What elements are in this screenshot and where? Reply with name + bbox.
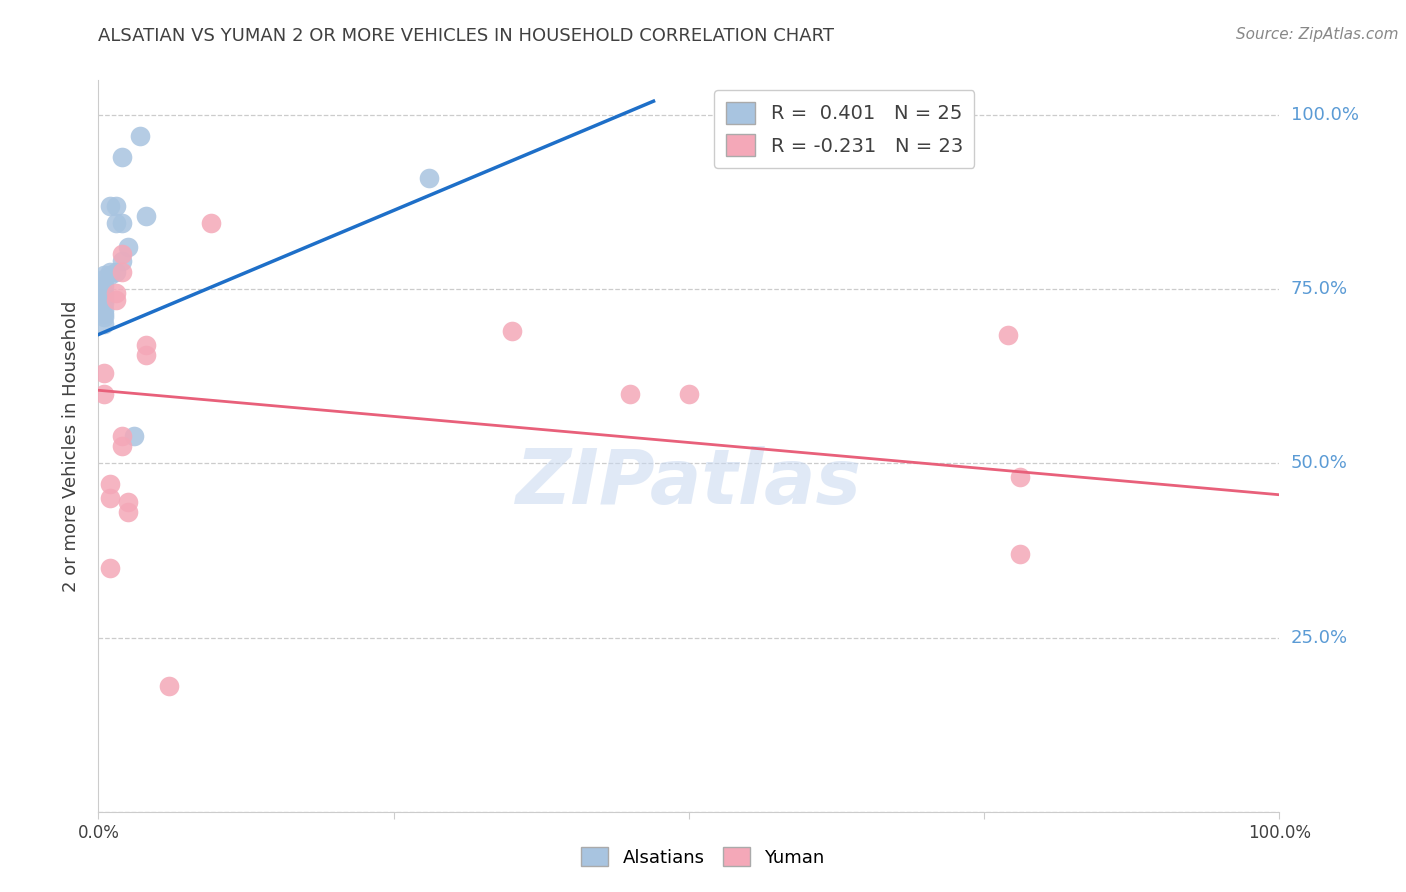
Point: [111, 150, 134, 164]
Point: [1008, 470, 1031, 484]
Point: [619, 386, 641, 401]
Point: [997, 327, 1019, 342]
Point: [93, 310, 115, 325]
Legend: Alsatians, Yuman: Alsatians, Yuman: [574, 840, 832, 874]
Point: [111, 247, 134, 261]
Text: ZIPatlas: ZIPatlas: [516, 446, 862, 519]
Point: [93, 285, 115, 300]
Point: [678, 386, 700, 401]
Text: Source: ZipAtlas.com: Source: ZipAtlas.com: [1236, 27, 1399, 42]
Point: [111, 254, 134, 268]
Point: [93, 272, 115, 286]
Point: [111, 439, 134, 453]
Point: [157, 679, 180, 693]
Point: [105, 199, 128, 213]
Point: [117, 494, 139, 508]
Point: [122, 428, 145, 442]
Point: [105, 216, 128, 230]
Point: [111, 265, 134, 279]
Point: [1008, 547, 1031, 561]
Point: [93, 278, 115, 293]
Point: [135, 348, 157, 362]
Point: [105, 265, 128, 279]
Point: [135, 209, 157, 223]
Point: [501, 324, 523, 338]
Point: [418, 170, 440, 185]
Point: [128, 128, 150, 143]
Point: [98, 265, 121, 279]
Y-axis label: 2 or more Vehicles in Household: 2 or more Vehicles in Household: [62, 301, 80, 591]
Point: [93, 296, 115, 310]
Point: [117, 240, 139, 254]
Point: [93, 317, 115, 331]
Point: [93, 366, 115, 380]
Point: [93, 293, 115, 307]
Point: [117, 505, 139, 519]
Point: [105, 285, 128, 300]
Text: ALSATIAN VS YUMAN 2 OR MORE VEHICLES IN HOUSEHOLD CORRELATION CHART: ALSATIAN VS YUMAN 2 OR MORE VEHICLES IN …: [98, 27, 834, 45]
Point: [93, 303, 115, 318]
Point: [200, 216, 222, 230]
Point: [135, 338, 157, 352]
Text: 100.0%: 100.0%: [1291, 106, 1358, 124]
Point: [98, 491, 121, 506]
Point: [93, 268, 115, 283]
Point: [105, 293, 128, 307]
Point: [93, 307, 115, 321]
Point: [98, 199, 121, 213]
Legend: R =  0.401   N = 25, R = -0.231   N = 23: R = 0.401 N = 25, R = -0.231 N = 23: [714, 90, 974, 168]
Point: [98, 268, 121, 283]
Text: 75.0%: 75.0%: [1291, 280, 1348, 298]
Text: 50.0%: 50.0%: [1291, 454, 1347, 473]
Text: 25.0%: 25.0%: [1291, 629, 1348, 647]
Point: [98, 477, 121, 491]
Point: [111, 216, 134, 230]
Point: [111, 428, 134, 442]
Point: [98, 561, 121, 575]
Point: [93, 289, 115, 303]
Point: [93, 386, 115, 401]
